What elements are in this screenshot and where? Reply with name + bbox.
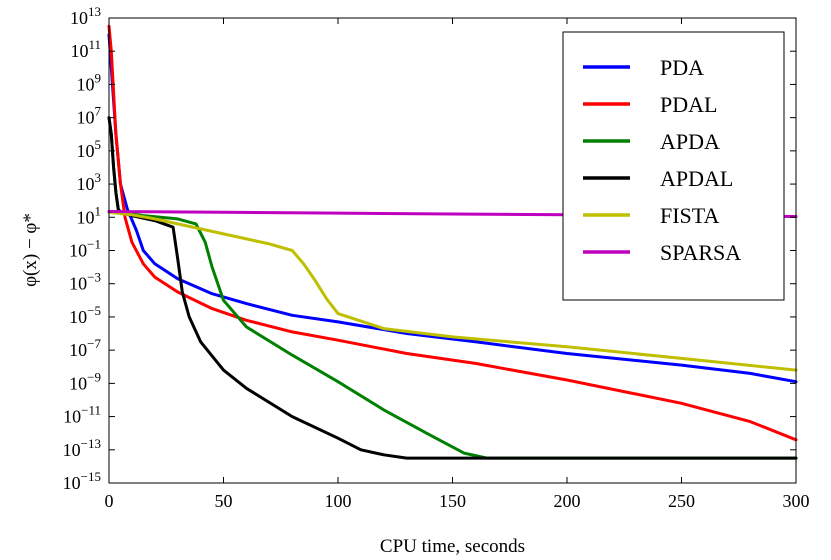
legend-label-apda: APDA bbox=[660, 129, 720, 154]
legend-label-apdal: APDAL bbox=[660, 166, 733, 191]
y-tick-label: 10−9 bbox=[69, 369, 101, 393]
y-tick-label: 105 bbox=[77, 137, 102, 161]
y-tick-label: 10−15 bbox=[63, 469, 101, 493]
y-tick-label: 107 bbox=[77, 104, 102, 128]
y-tick-label: 10−1 bbox=[69, 237, 101, 261]
ticks-layer: 0 50 100 150 200 250 300 1013 1011 109 107 105 103 10… bbox=[63, 4, 810, 511]
legend-label-fista: FISTA bbox=[660, 203, 719, 228]
x-tick-label: 300 bbox=[783, 491, 810, 511]
x-tick-label: 250 bbox=[668, 491, 695, 511]
legend: PDA PDAL APDA APDAL FISTA SPARSA bbox=[562, 31, 785, 301]
series-line-fista bbox=[107, 210, 798, 372]
y-tick-label: 10−11 bbox=[63, 403, 101, 427]
legend-frame bbox=[562, 31, 785, 301]
x-tick-label: 50 bbox=[215, 491, 233, 511]
y-tick-label: 103 bbox=[77, 170, 102, 194]
legend-label-pdal: PDAL bbox=[660, 92, 717, 117]
x-axis-label: CPU time, seconds bbox=[380, 536, 525, 557]
x-tick-label: 100 bbox=[325, 491, 352, 511]
y-tick-label: 10−3 bbox=[69, 270, 101, 294]
legend-label-pda: PDA bbox=[660, 55, 704, 80]
x-tick-label: 200 bbox=[554, 491, 581, 511]
y-tick-label: 10−5 bbox=[69, 303, 101, 327]
y-tick-label: 10−13 bbox=[63, 436, 101, 460]
series-line-pdal bbox=[107, 24, 798, 442]
x-tick-label: 150 bbox=[439, 491, 466, 511]
x-tick-label: 0 bbox=[105, 491, 114, 511]
y-axis-label: φ(x) − φ* bbox=[20, 213, 41, 287]
series-line-apdal bbox=[107, 116, 798, 460]
y-tick-label: 109 bbox=[77, 70, 102, 94]
legend-items: PDA PDAL APDA APDAL FISTA SPARSA bbox=[583, 55, 741, 265]
series-layer bbox=[107, 24, 798, 460]
y-tick-label: 1011 bbox=[70, 37, 101, 61]
legend-label-sparsa: SPARSA bbox=[660, 240, 741, 265]
y-tick-label: 1013 bbox=[70, 4, 101, 28]
y-tick-label: 101 bbox=[77, 203, 102, 227]
y-tick-label: 10−7 bbox=[69, 336, 101, 360]
